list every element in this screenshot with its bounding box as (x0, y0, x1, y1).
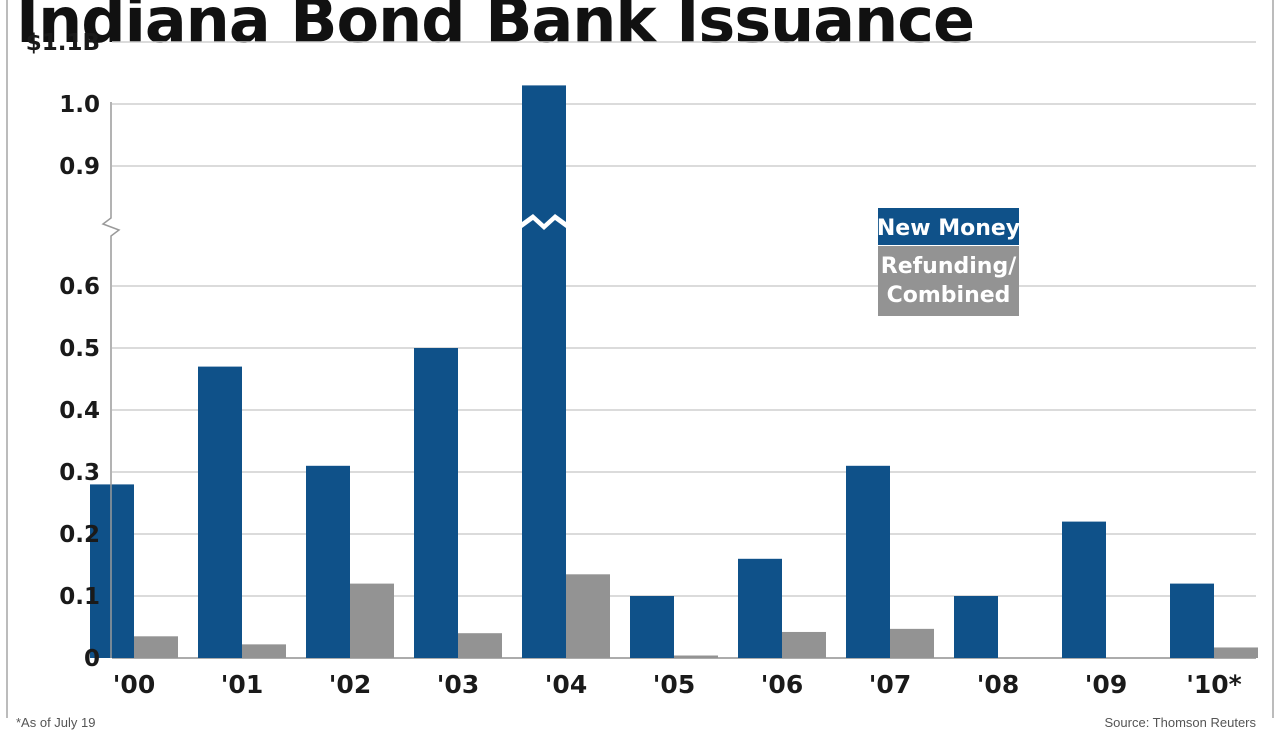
y-tick-label: 0.2 (59, 522, 100, 548)
bar-break-mark (522, 214, 566, 230)
y-tick-label: $1.1B (26, 30, 100, 56)
bar-new-money (414, 348, 458, 658)
footnote: *As of July 19 (16, 715, 96, 730)
x-tick-label: '03 (437, 670, 479, 699)
legend-swatch-refunding-combined (878, 246, 1019, 316)
axis-break (522, 214, 566, 230)
x-tick-label: '07 (869, 670, 911, 699)
x-tick-label: '02 (329, 670, 371, 699)
bar-refunding-combined (242, 644, 286, 658)
x-tick-label: '09 (1085, 670, 1127, 699)
y-tick-label: 0.6 (59, 274, 100, 300)
bar-new-money (738, 558, 782, 658)
legend-label: New Money (877, 216, 1020, 241)
bar-refunding-combined (890, 628, 934, 658)
bar-new-money (1170, 583, 1214, 658)
bar-refunding-combined (134, 636, 178, 658)
legend: New Money Refunding/Combined (877, 208, 1020, 316)
bar-new-money (1062, 521, 1106, 658)
bar-refunding-combined (782, 631, 826, 658)
x-tick-label: '06 (761, 670, 803, 699)
bar-refunding-combined (458, 633, 502, 658)
y-axis: $1.1B 1.0 0.9 0.6 0.5 0.4 0.3 0.2 0.1 0 (26, 30, 121, 672)
x-tick-label: '10* (1186, 670, 1242, 699)
source-note: Source: Thomson Reuters (1104, 715, 1257, 730)
bar-new-money (630, 596, 674, 658)
legend-label: Combined (887, 283, 1011, 308)
y-axis-line (101, 102, 121, 658)
x-tick-label: '08 (977, 670, 1019, 699)
bar-refunding-combined (566, 574, 610, 658)
x-axis: '00 '01 '02 '03 '04 '05 '06 '07 '08 '09 '10* (113, 670, 1242, 699)
y-tick-label: 1.0 (59, 92, 100, 118)
y-tick-label: 0.4 (59, 398, 100, 424)
bar-refunding-combined (674, 655, 718, 658)
bars (90, 85, 1258, 658)
x-tick-label: '04 (545, 670, 587, 699)
bar-new-money (954, 596, 998, 658)
bar-new-money (846, 465, 890, 658)
y-tick-label: 0.1 (59, 584, 100, 610)
bar-refunding-combined (1214, 647, 1258, 658)
y-tick-label: 0.3 (59, 460, 100, 486)
x-tick-label: '05 (653, 670, 695, 699)
chart-frame (6, 0, 1274, 718)
y-tick-label: 0.5 (59, 336, 100, 362)
y-tick-label: 0 (84, 646, 100, 672)
y-tick-label: 0.9 (59, 154, 100, 180)
bar-refunding-combined (350, 583, 394, 658)
x-tick-label: '00 (113, 670, 155, 699)
bar-new-money (90, 484, 134, 658)
bar-new-money (198, 366, 242, 658)
legend-label: Refunding/ (881, 254, 1017, 279)
x-tick-label: '01 (221, 670, 263, 699)
chart-title: Indiana Bond Bank Issuance (16, 0, 975, 57)
bar-new-money (306, 465, 350, 658)
legend-swatch-new-money (878, 208, 1019, 245)
bar-new-money (522, 85, 566, 658)
